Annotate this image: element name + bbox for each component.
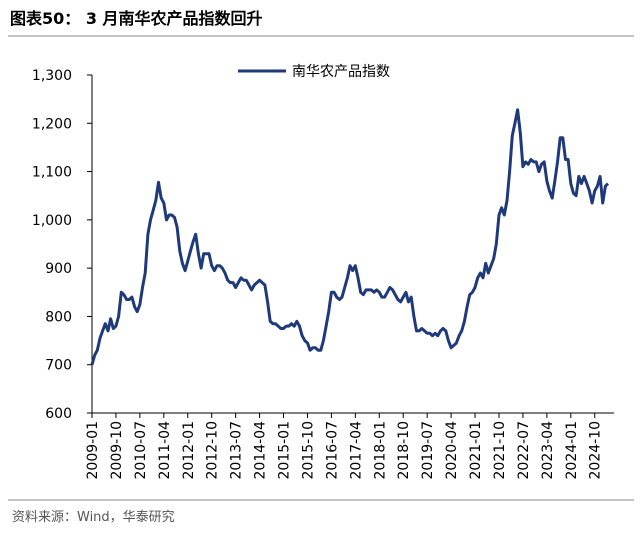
x-tick-label: 2009-01 (85, 421, 101, 480)
x-tick-label: 2018-01 (372, 421, 388, 480)
y-tick-label: 1,300 (32, 68, 72, 84)
x-tick-label: 2011-04 (157, 421, 173, 480)
x-tick-label: 2022-07 (516, 421, 532, 480)
x-tick-label: 2015-10 (300, 421, 316, 480)
x-tick-label: 2016-07 (324, 421, 340, 480)
x-tick-label: 2019-07 (420, 421, 436, 480)
x-tick-label: 2017-04 (348, 421, 364, 480)
y-tick-label: 800 (45, 309, 72, 325)
data-line (90, 108, 610, 366)
y-tick-label: 1,200 (32, 116, 72, 132)
x-tick-label: 2024-01 (564, 421, 580, 480)
x-tick-label: 2010-07 (133, 421, 149, 480)
x-tick-label: 2024-10 (588, 421, 604, 480)
x-tick-label: 2021-01 (468, 421, 484, 480)
y-tick-label: 1,000 (32, 213, 72, 229)
y-tick-label: 600 (45, 406, 72, 422)
x-tick-label: 2012-10 (205, 421, 221, 480)
x-tick-label: 2013-07 (229, 421, 245, 480)
y-tick-label: 1,100 (32, 165, 72, 181)
x-tick-label: 2012-01 (181, 421, 197, 480)
x-tick-label: 2014-04 (253, 421, 269, 480)
y-tick-label: 900 (45, 261, 72, 277)
legend-label: 南华农产品指数 (292, 64, 390, 80)
x-tick-label: 2009-10 (109, 421, 125, 480)
x-tick-label: 2023-04 (540, 421, 556, 480)
x-tick-label: 2020-04 (444, 421, 460, 480)
y-tick-label: 700 (45, 358, 72, 374)
x-tick-label: 2015-01 (277, 421, 293, 480)
source: 资料来源：Wind，华泰研究 (12, 510, 175, 525)
x-tick-label: 2021-10 (492, 421, 508, 480)
chart-title: 图表50： 3 月南华农产品指数回升 (10, 9, 263, 28)
x-tick-label: 2018-10 (396, 421, 412, 480)
